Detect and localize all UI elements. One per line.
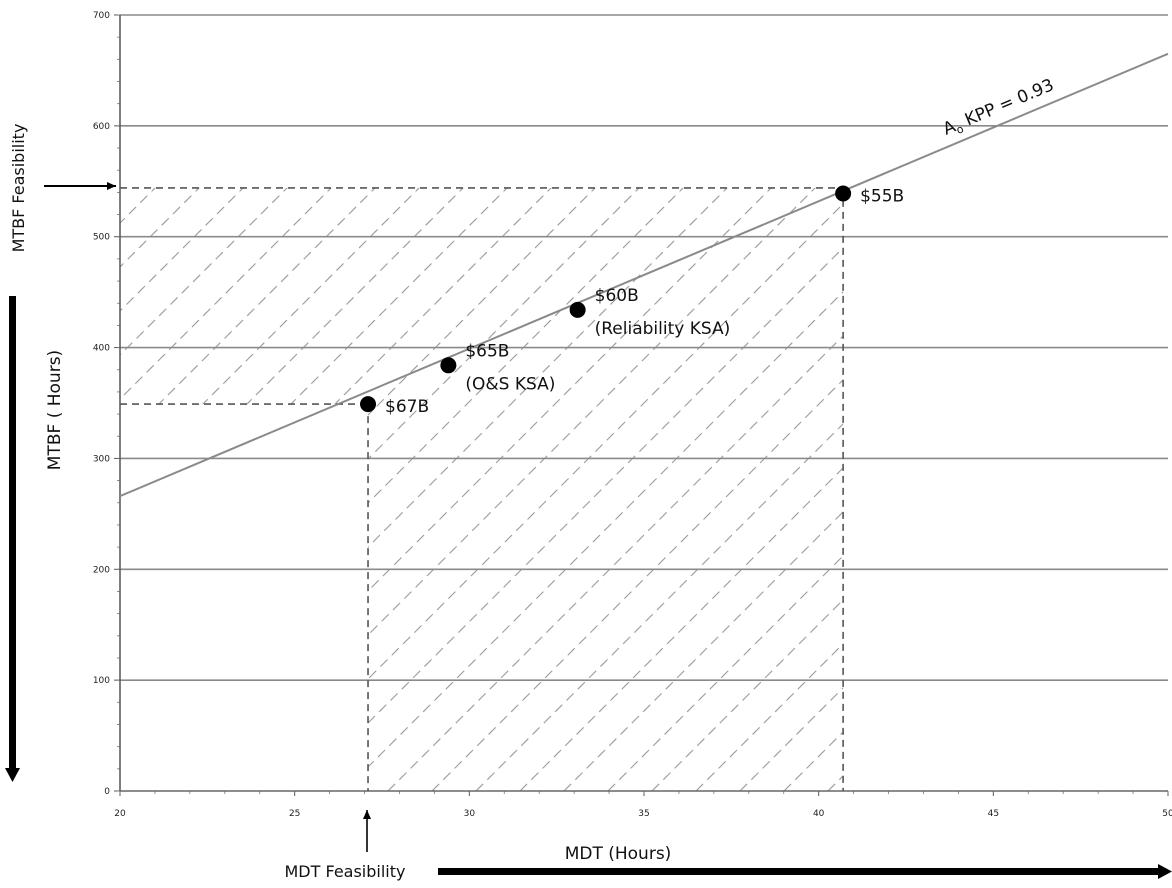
point-sublabel-1: (O&S KSA) — [465, 374, 555, 394]
hatch-stroke — [120, 187, 649, 792]
y-tick-label-100: 100 — [93, 676, 110, 686]
hatch-stroke — [1092, 91, 1172, 791]
hatch-stroke — [120, 187, 385, 792]
data-point-2 — [569, 301, 586, 318]
hatch-stroke — [475, 187, 844, 792]
y-tick-label-400: 400 — [93, 344, 110, 354]
hatch-stroke — [563, 187, 844, 792]
hatch-stroke — [120, 187, 561, 792]
mdt-feasibility-label: MDT Feasibility — [285, 862, 406, 881]
hatch-stroke — [651, 187, 844, 792]
y-tick-label-700: 700 — [93, 11, 110, 21]
point-sublabel-2: (Reliability KSA) — [595, 319, 731, 339]
mtbf-feasibility-range-bar — [9, 296, 16, 770]
point-label-1: $65B — [465, 341, 509, 361]
hatch-stroke — [120, 187, 693, 792]
hatch-stroke — [607, 187, 844, 792]
mdt-feasibility-range-arrow-icon — [1158, 864, 1172, 879]
hatch-stroke — [120, 187, 341, 792]
hatch-stroke — [211, 187, 844, 792]
y-tick-label-600: 600 — [93, 122, 110, 132]
grid-lines — [120, 14, 1168, 681]
hatch-stroke — [120, 187, 429, 792]
hatch-stroke — [167, 187, 844, 792]
x-tick-label-25: 25 — [289, 809, 300, 819]
hatch-stroke — [120, 187, 781, 792]
hatch-stroke — [916, 91, 1172, 791]
hatch-stroke — [123, 187, 825, 792]
y-tick-label-500: 500 — [93, 233, 110, 243]
data-points: $67B $65B (O&S KSA) $60B (Reliability KSA) $5… — [360, 185, 904, 417]
hatch-stroke — [343, 187, 844, 792]
x-tick-label-30: 30 — [464, 809, 476, 819]
x-tick-label-50: 50 — [1162, 809, 1172, 819]
feasible-region-hatch — [120, 91, 1172, 792]
point-label-0: $67B — [385, 397, 429, 417]
data-point-3 — [835, 185, 852, 202]
y-tick-label-300: 300 — [93, 454, 110, 464]
hatch-stroke — [695, 187, 844, 792]
hatch-stroke — [255, 187, 844, 792]
x-axis-title: MDT (Hours) — [565, 844, 672, 864]
hatch-stroke — [1048, 91, 1172, 791]
hatch-stroke — [1136, 91, 1172, 791]
x-tick-label-45: 45 — [988, 809, 999, 819]
hatch-stroke — [120, 187, 253, 792]
tick-labels: 0 100 200 300 400 500 600 700 20 25 30 35 40 45 50 — [93, 11, 1172, 819]
ao-kpp-line-path — [119, 52, 1169, 498]
hatch-stroke — [387, 187, 844, 792]
y-tick-label-200: 200 — [93, 565, 110, 575]
hatch-stroke — [519, 187, 844, 792]
mtbf-feasibility-range-arrow-icon — [5, 768, 20, 782]
data-point-0 — [360, 396, 377, 413]
hatch-stroke — [299, 187, 844, 792]
hatch-stroke — [431, 187, 844, 792]
axes — [114, 14, 1169, 796]
hatch-stroke — [120, 187, 473, 792]
y-tick-label-0: 0 — [104, 787, 110, 797]
data-point-1 — [440, 357, 457, 374]
mtbf-feasibility-label: MTBF Feasibility — [9, 124, 28, 253]
hatch-stroke — [120, 187, 517, 792]
hatch-stroke — [872, 91, 1172, 791]
hatch-stroke — [120, 187, 297, 792]
point-label-2: $60B — [595, 286, 639, 306]
hatch-stroke — [960, 91, 1172, 791]
x-tick-label-35: 35 — [638, 809, 649, 819]
hatch-stroke — [739, 187, 844, 792]
hatch-stroke — [120, 187, 737, 792]
point-label-3: $55B — [860, 186, 904, 206]
feasible-region-bounds — [120, 187, 844, 791]
x-tick-label-40: 40 — [813, 809, 825, 819]
hatch-stroke — [120, 187, 605, 792]
mdt-feasibility-range-bar — [438, 868, 1160, 875]
hatch-stroke — [1004, 91, 1172, 791]
x-tick-label-20: 20 — [114, 809, 126, 819]
y-axis-title: MTBF ( Hours) — [45, 350, 65, 470]
ao-kpp-line: Ao KPP = 0.93 — [119, 52, 1169, 498]
